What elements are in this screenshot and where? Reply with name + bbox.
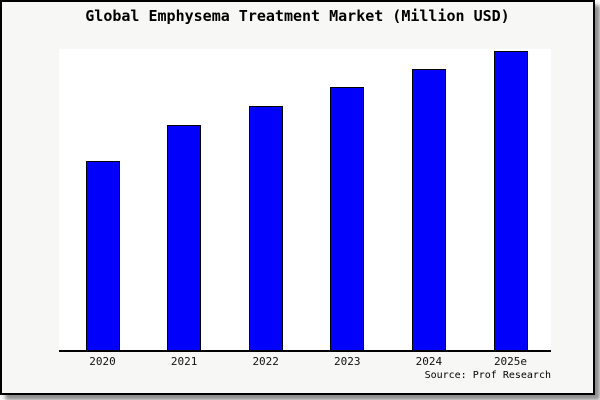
bar-2023 — [330, 87, 365, 350]
source-credit: Source: Prof Research — [424, 370, 551, 381]
x-tick-label-2024: 2024 — [415, 355, 443, 368]
bar-2024 — [411, 69, 446, 350]
x-tick-label-2020: 2020 — [89, 355, 116, 368]
bar-2020 — [85, 161, 120, 350]
x-tick-label-2023: 2023 — [334, 355, 361, 368]
plot-area — [59, 49, 551, 352]
chart-figure: Global Emphysema Treatment Market (Milli… — [59, 7, 551, 381]
bar-2025e — [493, 51, 528, 350]
chart-title: Global Emphysema Treatment Market (Milli… — [85, 7, 510, 25]
x-tick-label-2021: 2021 — [170, 355, 198, 368]
bar-2021 — [167, 125, 202, 350]
bar-2022 — [248, 106, 283, 350]
x-tick-label-2022: 2022 — [252, 355, 279, 368]
x-axis-labels: 2020 2021 2022 2023 2024 2025e — [59, 355, 551, 369]
x-tick-label-2025e: 2025e — [493, 355, 528, 368]
